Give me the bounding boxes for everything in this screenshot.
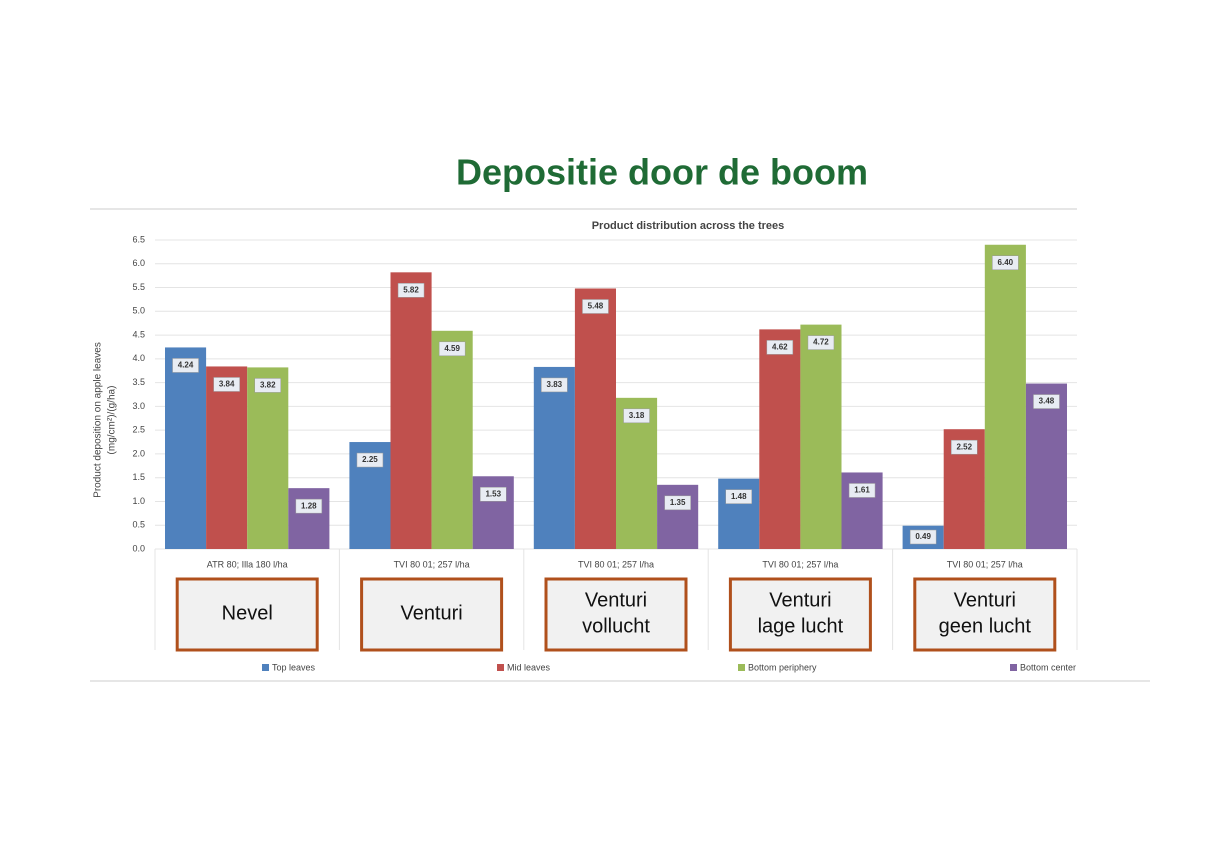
legend-swatch	[497, 664, 504, 671]
value-label: 4.24	[178, 361, 194, 370]
y-tick-label: 0.5	[132, 520, 145, 530]
category-box	[913, 577, 1057, 652]
value-label-bg	[623, 408, 650, 424]
legend-label: Bottom center	[1020, 662, 1076, 672]
legend-swatch	[262, 664, 269, 671]
value-label-bg	[356, 452, 384, 468]
legend-label: Mid leaves	[507, 662, 551, 672]
value-label-bg	[951, 439, 978, 455]
value-label-bg	[582, 299, 609, 314]
y-tick-label: 4.5	[132, 329, 145, 339]
value-label-bg	[480, 487, 507, 502]
value-label-bg	[541, 377, 568, 393]
value-label: 2.25	[362, 455, 378, 464]
value-label-bg	[725, 489, 752, 504]
bar	[574, 288, 616, 549]
value-label: 3.82	[260, 381, 276, 390]
legend-label: Top leaves	[272, 662, 316, 672]
value-label: 3.48	[1039, 397, 1055, 406]
y-axis-label: Product deposition on apple leaves	[93, 342, 104, 498]
y-tick-label: 2.5	[132, 425, 145, 435]
y-tick-label: 0.0	[132, 543, 145, 553]
value-label: 1.53	[485, 489, 501, 498]
x-tick-label: TVI 80 01; 257 l/ha	[947, 559, 1023, 569]
x-tick-label: TVI 80 01; 257 l/ha	[394, 559, 470, 569]
value-label-bg	[1033, 394, 1060, 409]
category-box-label: geen lucht	[939, 615, 1032, 637]
bar	[533, 366, 575, 549]
y-tick-label: 2.0	[132, 448, 145, 458]
legend-swatch	[738, 664, 745, 671]
value-label: 3.18	[629, 411, 645, 420]
value-label-bg	[909, 529, 937, 545]
category-box-label: lage lucht	[758, 615, 844, 637]
value-label: 0.49	[915, 532, 931, 541]
value-label-bg	[992, 255, 1019, 271]
bar	[288, 488, 330, 549]
heading: Depositie door de boom	[456, 152, 868, 193]
value-label: 4.59	[444, 344, 460, 353]
chart-title: Product distribution across the trees	[592, 220, 785, 232]
x-tick-label: TVI 80 01; 257 l/ha	[762, 559, 838, 569]
legend-label: Bottom periphery	[748, 662, 817, 672]
y-tick-label: 5.5	[132, 282, 145, 292]
y-tick-label: 3.0	[132, 401, 145, 411]
value-label: 5.48	[588, 302, 604, 311]
value-label-bg	[438, 341, 466, 357]
bar	[759, 329, 801, 549]
category-box-label: Venturi	[954, 589, 1016, 611]
category-box-label: Venturi	[400, 602, 462, 624]
value-label-bg	[766, 340, 794, 355]
category-box	[360, 577, 504, 652]
y-tick-label: 6.0	[132, 258, 145, 268]
value-label-bg	[172, 358, 199, 373]
value-label: 4.62	[772, 342, 788, 351]
value-label: 3.84	[219, 380, 235, 389]
value-label: 4.72	[813, 338, 829, 347]
category-box-label: Venturi	[769, 589, 831, 611]
bar	[431, 330, 473, 549]
value-label: 1.61	[854, 486, 870, 495]
y-tick-label: 1.5	[132, 472, 145, 482]
y-tick-label: 6.5	[132, 234, 145, 244]
value-label-bg	[807, 335, 835, 350]
x-tick-label: TVI 80 01; 257 l/ha	[578, 559, 654, 569]
bar	[1025, 383, 1067, 549]
value-label: 6.40	[998, 258, 1014, 267]
bar	[657, 484, 699, 549]
bar	[800, 324, 842, 549]
value-label: 2.52	[956, 442, 972, 451]
value-label-bg	[254, 378, 281, 393]
category-box	[544, 577, 688, 652]
value-label: 1.48	[731, 492, 747, 501]
y-tick-label: 4.0	[132, 353, 145, 363]
value-label-bg	[664, 495, 691, 511]
category-box	[728, 577, 872, 652]
category-box-label: Nevel	[222, 602, 273, 624]
bar	[390, 272, 432, 549]
category-box-label: Venturi	[585, 589, 647, 611]
category-box-label: vollucht	[582, 615, 650, 637]
bar	[165, 347, 207, 549]
value-label-bg	[213, 377, 240, 392]
bar	[984, 244, 1026, 549]
value-label-bg	[397, 283, 425, 298]
value-label-bg	[295, 498, 323, 514]
legend-swatch	[1010, 664, 1017, 671]
value-label: 5.82	[403, 285, 419, 294]
y-axis-label: (mg/cm²)/(g/ha)	[107, 386, 118, 455]
value-label: 1.28	[301, 501, 317, 510]
y-tick-label: 3.5	[132, 377, 145, 387]
bar	[206, 366, 248, 549]
bar	[718, 478, 760, 549]
value-label-bg	[848, 483, 876, 498]
x-tick-label: ATR 80; Illa 180 l/ha	[207, 559, 288, 569]
category-box	[175, 577, 319, 652]
y-tick-label: 1.0	[132, 496, 145, 506]
value-label: 1.35	[670, 498, 686, 507]
y-tick-label: 5.0	[132, 306, 145, 316]
value-label: 3.83	[547, 380, 563, 389]
bar	[247, 367, 289, 549]
